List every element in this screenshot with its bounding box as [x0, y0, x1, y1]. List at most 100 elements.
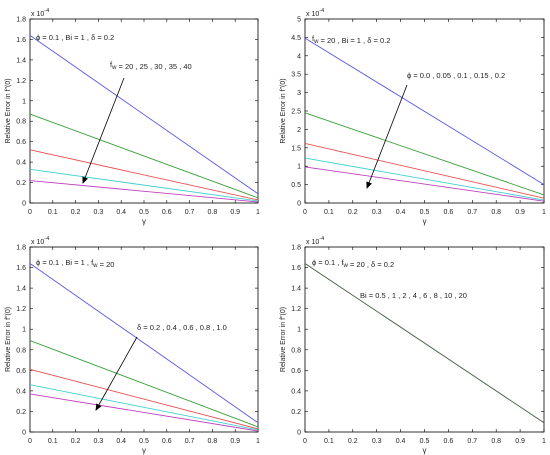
x-tick-label: 0.6 — [162, 438, 172, 445]
x-tick-label: 1 — [256, 438, 260, 445]
x-tick-label: 0.9 — [230, 209, 240, 216]
y-axis-label: Relative Error in f″(0) — [280, 307, 287, 372]
x-tick-label: 0.1 — [324, 209, 334, 216]
series-line-4 — [29, 384, 259, 431]
x-axis-label: γ — [423, 446, 427, 455]
y-tick-label: 0.2 — [16, 409, 26, 416]
y-axis-label: Relative Error in f″(0) — [5, 307, 12, 372]
x-tick-label: 0.7 — [185, 438, 195, 445]
series-line-5 — [304, 166, 545, 202]
y-tick-label: 3 — [297, 90, 301, 97]
x-tick-label: 0.7 — [467, 438, 477, 445]
y-tick-label: 0.6 — [16, 368, 26, 375]
trend-arrow — [82, 77, 125, 184]
y-tick-label: 1.4 — [16, 286, 26, 293]
x-tick-label: 0.9 — [515, 209, 525, 216]
x-tick-label: 0.3 — [94, 209, 104, 216]
x-tick-label: 0.4 — [396, 209, 406, 216]
y-tick-label: 0.5 — [291, 182, 301, 189]
series-line-5 — [29, 180, 259, 203]
parameters-label: ϕ = 0.1 , fw = 20 , δ = 0.2 — [312, 258, 394, 269]
x-tick-label: 0.4 — [396, 438, 406, 445]
x-tick-label: 0.5 — [139, 438, 149, 445]
y-tick-label: 1.8 — [291, 245, 301, 252]
series-line-3 — [29, 149, 259, 201]
x-tick-label: 0.2 — [71, 438, 81, 445]
x-tick-label: 0.8 — [208, 438, 218, 445]
y-tick-label: 0.8 — [291, 347, 301, 354]
subplot-1: 0 0.1 0.2 0.3 0.4 0.5 0.6 0.7 0.8 0.9 1 0 0.2 0.4 0.6 0… — [5, 8, 260, 226]
y-tick-label: 0 — [297, 430, 301, 437]
x-axis-label: γ — [142, 446, 146, 455]
x-tick-label: 0.6 — [162, 209, 172, 216]
y-tick-label: 0 — [22, 430, 26, 437]
x-tick-label: 0 — [303, 209, 307, 216]
y-tick-label: 0 — [22, 201, 26, 208]
y-tick-label: 5 — [297, 17, 301, 24]
series-line-2 — [29, 340, 259, 428]
series-line-5 — [29, 393, 259, 432]
x-tick-label: 0.5 — [420, 209, 430, 216]
y-tick-label: 2 — [297, 127, 301, 134]
x-tick-label: 0.7 — [185, 209, 195, 216]
y-tick-label: 1 — [22, 327, 26, 334]
parameters-label: fw = 20 , Bi = 1 , δ = 0.2 — [312, 34, 390, 45]
x-tick-label: 0.8 — [208, 209, 218, 216]
y-tick-label: 1.4 — [16, 57, 26, 64]
series-line-3 — [29, 368, 259, 430]
y-tick-label: 0 — [297, 201, 301, 208]
x-tick-label: 0.8 — [491, 438, 501, 445]
y-tick-label: 1.8 — [16, 17, 26, 24]
plot-area-frame — [304, 246, 545, 433]
y-tick-label: 1.4 — [291, 286, 301, 293]
y-tick-label: 0.4 — [291, 388, 301, 395]
x-tick-label: 0.1 — [324, 438, 334, 445]
y-tick-label: 0.2 — [16, 180, 26, 187]
x-tick-label: 0.7 — [467, 209, 477, 216]
plot-area-frame — [29, 18, 259, 204]
series-line-2 — [29, 113, 259, 199]
parameters-label: ϕ = 0.1 , Bi = 1 , fw = 20 — [36, 258, 114, 269]
x-tick-label: 0.5 — [139, 209, 149, 216]
y-tick-label: 3.5 — [291, 72, 301, 79]
y-multiplier: x 10-4 — [31, 236, 49, 246]
x-tick-label: 0 — [303, 438, 307, 445]
y-tick-label: 0.6 — [291, 368, 301, 375]
arrow-label: ϕ = 0.0 , 0.05 , 0.1 , 0.15 , 0.2 — [407, 71, 505, 80]
series-line-1 — [29, 34, 259, 195]
x-axis-label: γ — [423, 217, 427, 226]
bi-values-label: Bi = 0.5 , 1 , 2 , 4 , 6 , 8 , 10 , 20 — [360, 291, 467, 300]
y-tick-label: 1.2 — [16, 306, 26, 313]
x-tick-label: 0.2 — [71, 209, 81, 216]
x-tick-label: 0.4 — [116, 209, 126, 216]
arrow-label: δ = 0.2 , 0.4 , 0.6 , 0.8 , 1.0 — [137, 323, 227, 332]
y-multiplier: x 10-4 — [306, 8, 324, 18]
x-tick-label: 0.2 — [348, 438, 358, 445]
y-tick-label: 0.4 — [16, 160, 26, 167]
plot-area-frame — [29, 246, 259, 433]
x-tick-label: 0 — [28, 209, 32, 216]
x-tick-label: 1 — [256, 209, 260, 216]
y-tick-label: 1.2 — [291, 306, 301, 313]
y-axis-label: Relative Error in f″(0) — [5, 78, 12, 143]
y-axis-label: Relative Error in f″(0) — [280, 78, 287, 143]
y-tick-label: 4.5 — [291, 35, 301, 42]
trend-arrow — [366, 84, 408, 189]
subplot-2: 0 0.1 0.2 0.3 0.4 0.5 0.6 0.7 0.8 0.9 1 0 0.5 1 1.5 2 2.… — [280, 8, 546, 226]
y-multiplier: x 10-4 — [31, 8, 49, 18]
x-tick-label: 0.1 — [48, 209, 58, 216]
y-tick-label: 1.8 — [16, 245, 26, 252]
y-tick-label: 4 — [297, 53, 301, 60]
x-tick-label: 0.3 — [94, 438, 104, 445]
parameters-label: ϕ = 0.1 , Bi = 1 , δ = 0.2 — [36, 33, 114, 42]
trend-arrow — [95, 336, 138, 411]
x-tick-label: 0.3 — [372, 438, 382, 445]
x-tick-label: 0.5 — [420, 438, 430, 445]
x-tick-label: 0.9 — [230, 438, 240, 445]
y-multiplier: x 10-4 — [306, 236, 324, 246]
series-line-4 — [304, 157, 545, 201]
y-tick-label: 0.8 — [16, 119, 26, 126]
x-tick-label: 1 — [542, 438, 546, 445]
subplot-4: 0 0.1 0.2 0.3 0.4 0.5 0.6 0.7 0.8 0.9 1 0 0.2 0.4 0.6 0… — [280, 236, 546, 455]
